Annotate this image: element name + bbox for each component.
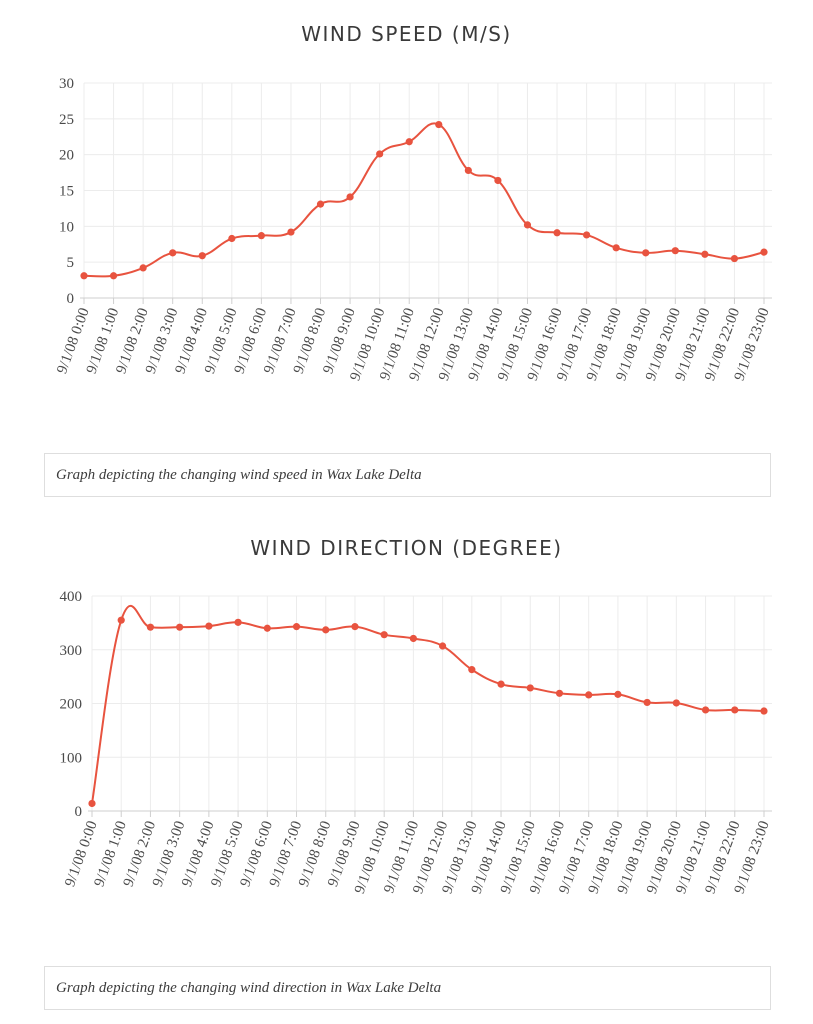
data-point	[497, 680, 505, 688]
data-point	[585, 691, 593, 699]
y-tick-label: 10	[59, 219, 74, 235]
data-point	[198, 252, 206, 260]
y-tick-label: 300	[60, 643, 83, 659]
data-point	[439, 642, 447, 650]
data-point	[380, 631, 388, 639]
data-point	[642, 249, 650, 257]
data-point	[494, 176, 502, 185]
data-point	[701, 706, 710, 714]
data-point	[435, 120, 443, 129]
y-tick-label: 25	[59, 112, 74, 128]
y-tick-label: 100	[60, 750, 83, 766]
data-point	[205, 622, 213, 630]
data-point	[701, 250, 709, 258]
data-point	[80, 272, 88, 280]
wind-speed-title: WIND SPEED (M/S)	[301, 22, 512, 46]
data-point	[109, 272, 118, 280]
data-point	[117, 616, 125, 624]
data-point	[176, 623, 184, 631]
data-point	[523, 221, 532, 229]
data-point	[671, 247, 679, 255]
y-tick-label: 5	[67, 255, 75, 271]
data-point	[146, 623, 155, 631]
data-point	[405, 138, 413, 146]
data-point	[228, 234, 236, 243]
wind-speed-caption: Graph depicting the changing wind speed …	[44, 453, 771, 497]
data-point	[730, 254, 739, 263]
series-line	[83, 122, 765, 278]
data-point	[614, 690, 622, 698]
data-point	[346, 193, 354, 201]
y-tick-label: 15	[59, 184, 74, 200]
data-point	[287, 228, 295, 236]
data-point	[88, 799, 96, 808]
data-point	[760, 707, 768, 715]
data-point	[760, 248, 768, 256]
data-point	[322, 626, 330, 634]
grid	[83, 82, 772, 299]
data-point	[292, 623, 301, 631]
grid	[91, 595, 772, 812]
y-tick-label: 20	[59, 148, 74, 164]
data-point	[553, 229, 561, 237]
wind-direction-title: WIND DIRECTION (DEGREE)	[250, 536, 563, 560]
data-point	[526, 684, 534, 692]
data-point	[643, 698, 651, 707]
y-tick-label: 0	[75, 804, 83, 820]
data-point	[409, 634, 417, 643]
data-point	[731, 706, 739, 714]
y-tick-label: 400	[60, 589, 83, 605]
data-point	[672, 699, 680, 707]
data-point	[555, 689, 564, 697]
y-tick-label: 200	[60, 697, 83, 713]
data-point	[316, 200, 325, 208]
data-point	[169, 249, 177, 257]
data-point	[376, 150, 384, 158]
series-line	[91, 604, 765, 804]
wind-direction-caption: Graph depicting the changing wind direct…	[44, 966, 771, 1010]
data-point	[351, 623, 359, 631]
y-tick-label: 0	[67, 291, 75, 307]
data-point	[468, 666, 476, 674]
data-point	[234, 618, 242, 626]
data-point	[139, 264, 147, 272]
y-tick-label: 30	[59, 76, 74, 92]
data-point	[263, 624, 271, 632]
data-point	[583, 231, 591, 239]
data-point	[257, 232, 265, 240]
data-point	[612, 244, 620, 252]
data-point	[464, 166, 472, 175]
